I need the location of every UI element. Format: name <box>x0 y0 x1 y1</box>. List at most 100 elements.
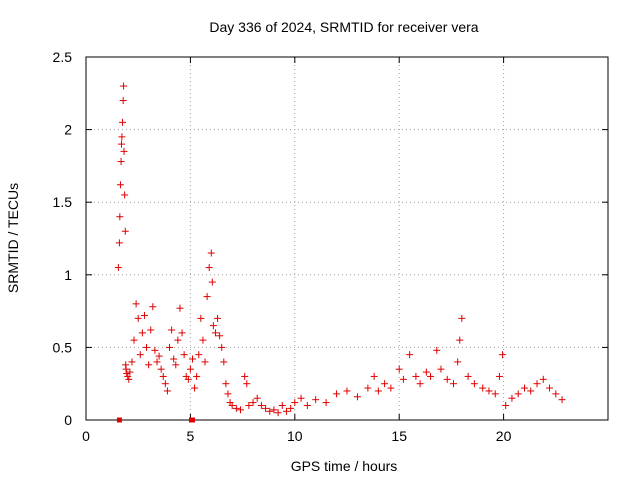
y-tick-label: 2.5 <box>53 49 73 65</box>
data-point <box>138 329 146 337</box>
data-point <box>186 365 194 373</box>
x-tick-label: 10 <box>287 428 303 444</box>
y-tick-labels: 0 0.5 1 1.5 2 2.5 <box>53 49 73 428</box>
x-tick-label: 20 <box>496 428 512 444</box>
data-point <box>116 181 124 189</box>
data-point <box>520 384 528 392</box>
data-point <box>209 322 217 330</box>
data-point <box>287 404 295 412</box>
data-point <box>191 384 199 392</box>
data-point <box>485 387 493 395</box>
axis-ticks <box>85 56 608 421</box>
y-tick-label: 0.5 <box>53 339 73 355</box>
data-point <box>374 387 382 395</box>
data-point <box>211 329 219 337</box>
data-point <box>120 147 128 155</box>
data-point <box>491 390 499 398</box>
data-point <box>558 396 566 404</box>
data-point <box>122 365 130 373</box>
data-point <box>117 140 125 148</box>
y-tick-label: 1 <box>64 267 72 283</box>
data-point <box>274 409 282 417</box>
data-point <box>172 361 180 369</box>
data-point <box>121 227 129 235</box>
data-point <box>157 365 165 373</box>
data-point <box>218 343 226 351</box>
data-point <box>412 372 420 380</box>
data-point <box>159 372 167 380</box>
data-point <box>270 406 278 414</box>
data-point <box>188 355 196 363</box>
data-point <box>145 361 153 369</box>
data-point <box>176 304 184 312</box>
data-point <box>381 380 389 388</box>
data-point <box>353 393 361 401</box>
data-point <box>257 401 265 409</box>
y-tick-label: 0 <box>64 412 72 428</box>
data-point <box>201 358 209 366</box>
data-point <box>303 401 311 409</box>
data-point <box>143 343 151 351</box>
data-point <box>249 399 257 407</box>
data-point <box>168 326 176 334</box>
data-point <box>161 380 169 388</box>
data-point <box>120 82 128 90</box>
data-point <box>458 314 466 322</box>
data-point <box>199 336 207 344</box>
data-point <box>116 213 124 221</box>
data-point <box>132 300 140 308</box>
data-point <box>130 336 138 344</box>
data-point <box>197 314 205 322</box>
data-point <box>502 401 510 409</box>
data-point <box>395 365 403 373</box>
data-point <box>343 387 351 395</box>
data-point <box>207 249 215 257</box>
data-point <box>208 278 216 286</box>
data-point <box>114 264 122 272</box>
data-point <box>422 368 430 376</box>
data-point <box>514 390 522 398</box>
data-point <box>123 370 131 378</box>
data-point <box>193 372 201 380</box>
data-point <box>370 372 378 380</box>
data-points <box>114 82 566 417</box>
chart-title: Day 336 of 2024, SRMTID for receiver ver… <box>209 19 478 35</box>
data-point <box>228 401 236 409</box>
data-point <box>180 351 188 359</box>
plot-frame <box>85 56 609 421</box>
data-point <box>539 375 547 383</box>
data-point <box>243 380 251 388</box>
data-point <box>222 380 230 388</box>
data-point <box>117 158 125 166</box>
data-point <box>406 351 414 359</box>
data-point <box>119 97 127 105</box>
data-point <box>495 372 503 380</box>
data-point <box>387 384 395 392</box>
data-point <box>241 372 249 380</box>
data-point <box>124 372 132 380</box>
data-point <box>479 384 487 392</box>
data-point <box>118 133 126 141</box>
x-tick-label: 0 <box>82 428 90 444</box>
data-point <box>136 351 144 359</box>
data-point <box>115 239 123 247</box>
data-point <box>155 352 163 360</box>
data-point <box>454 358 462 366</box>
data-point <box>312 396 320 404</box>
data-point <box>399 375 407 383</box>
data-point <box>134 314 142 322</box>
data-point <box>224 390 232 398</box>
data-point <box>125 375 133 383</box>
data-point <box>220 358 228 366</box>
data-point <box>253 394 261 402</box>
zero-marker <box>116 417 122 423</box>
data-point <box>195 351 203 359</box>
data-point <box>470 380 478 388</box>
data-point <box>232 404 240 412</box>
data-point <box>533 380 541 388</box>
data-point <box>427 372 435 380</box>
data-point <box>552 390 560 398</box>
data-point <box>443 375 451 383</box>
y-tick-label: 1.5 <box>53 194 73 210</box>
data-point <box>178 329 186 337</box>
